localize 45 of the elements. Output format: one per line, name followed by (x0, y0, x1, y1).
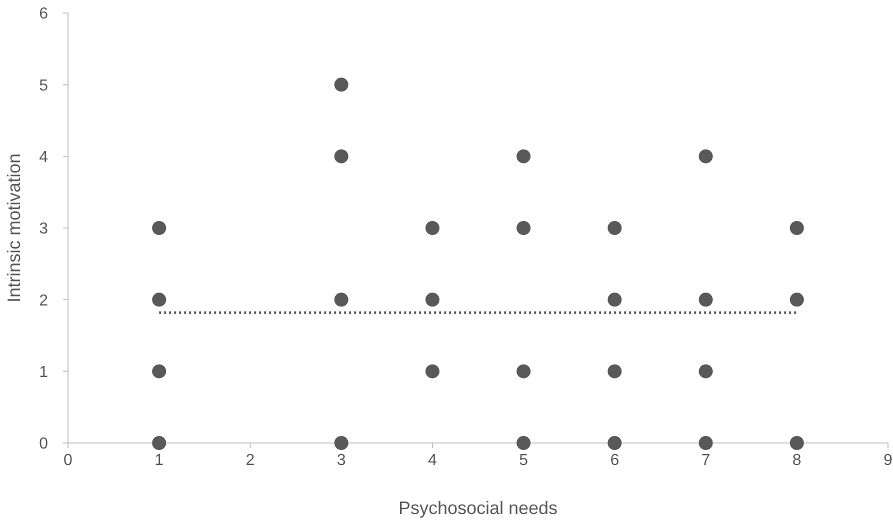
point (516, 149, 531, 164)
y-tick-label: 3 (39, 220, 48, 238)
x-tick-label: 6 (610, 452, 620, 469)
x-tick-label: 2 (246, 452, 255, 469)
point (516, 436, 531, 450)
point (698, 436, 713, 450)
point (698, 149, 713, 164)
point (698, 292, 713, 307)
point (516, 364, 531, 378)
point (425, 292, 440, 307)
point (334, 78, 348, 92)
point (152, 221, 166, 235)
y-tick-label: 1 (39, 364, 48, 381)
point (425, 221, 440, 235)
y-tick-label: 6 (39, 6, 48, 23)
point (152, 292, 166, 307)
x-tick-label: 1 (154, 452, 164, 469)
x-tick-label: 3 (336, 452, 346, 469)
point (334, 149, 348, 164)
point (334, 436, 348, 450)
point (334, 292, 348, 307)
point (608, 292, 622, 307)
x-tick-label: 8 (792, 452, 802, 469)
point (698, 364, 713, 378)
x-tick-label: 0 (64, 452, 73, 469)
point (608, 436, 622, 450)
point (608, 221, 622, 235)
y-tick-label: 0 (39, 436, 48, 453)
y-tick-label: 4 (39, 148, 48, 166)
x-tick-label: 9 (884, 452, 893, 469)
y-axis-title: Intrinsic motivation (4, 153, 24, 303)
y-tick-label: 5 (39, 77, 48, 94)
x-tick-label: 5 (519, 452, 528, 469)
x-tick-label: 7 (701, 452, 710, 469)
point (152, 364, 166, 378)
y-tick-label: 2 (39, 292, 48, 310)
point (790, 436, 804, 450)
point (425, 364, 440, 378)
point (152, 436, 166, 450)
x-axis-title: Psychosocial needs (398, 498, 558, 518)
x-tick-label: 4 (428, 452, 437, 469)
point (516, 221, 531, 235)
point (608, 364, 622, 378)
point (790, 292, 804, 307)
point (790, 221, 804, 235)
